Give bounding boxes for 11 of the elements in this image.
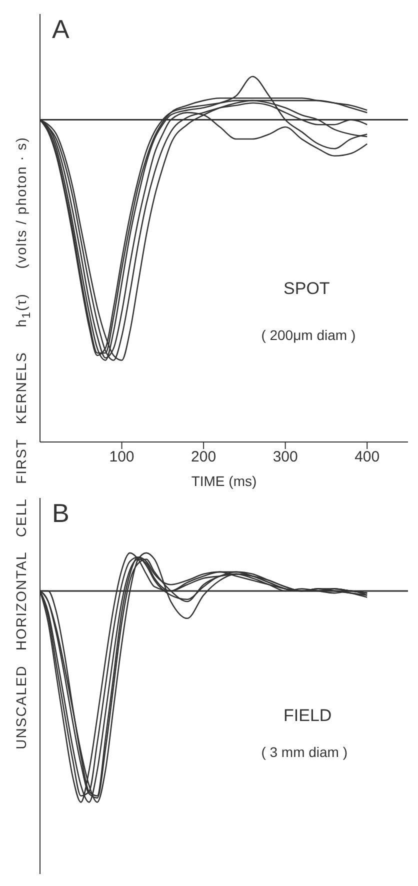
annotation: ( 200μm diam ) (261, 327, 356, 344)
x-tick-label: 300 (272, 448, 298, 466)
x-tick-label: 400 (354, 448, 380, 466)
annotation: ( 3 mm diam ) (261, 744, 348, 760)
chart-title: B (52, 498, 70, 529)
x-tick-label: 200 (191, 448, 216, 466)
chart-title: A (52, 14, 70, 45)
x-tick-label: 100 (109, 448, 134, 466)
x-axis-title: TIME (ms) (191, 473, 257, 489)
annotation: SPOT (284, 279, 330, 300)
annotation: FIELD (284, 706, 332, 726)
